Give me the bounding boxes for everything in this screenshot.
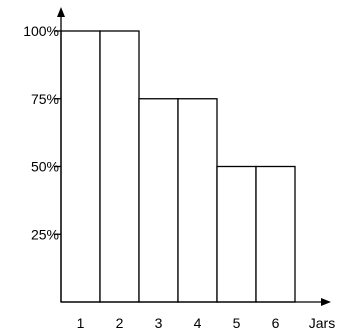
bar-5 — [216, 165, 257, 303]
y-tick-label-100: 100% — [23, 23, 59, 39]
x-tick-label-1: 1 — [77, 315, 85, 331]
bars-layer — [60, 30, 296, 303]
y-tick-label-25: 25% — [31, 226, 59, 242]
x-tick-label-2: 2 — [116, 315, 124, 331]
y-tick-label-75: 75% — [31, 91, 59, 107]
bar-6 — [255, 165, 296, 303]
x-tick-label-5: 5 — [233, 315, 241, 331]
y-tick-label-50: 50% — [31, 159, 59, 175]
x-tick-label-6: 6 — [272, 315, 280, 331]
bar-2 — [99, 30, 140, 303]
x-tick-label-3: 3 — [155, 315, 163, 331]
labels-layer: Jars 1 2 3 4 5 6 25% 50% 75% 100% — [23, 23, 335, 331]
bar-1 — [60, 30, 101, 303]
x-tick-label-4: 4 — [194, 315, 202, 331]
bar-4 — [177, 98, 218, 303]
x-axis-label: Jars — [309, 315, 335, 331]
ticks-layer — [54, 30, 61, 235]
bar-3 — [138, 98, 179, 303]
axes-layer — [57, 7, 331, 306]
